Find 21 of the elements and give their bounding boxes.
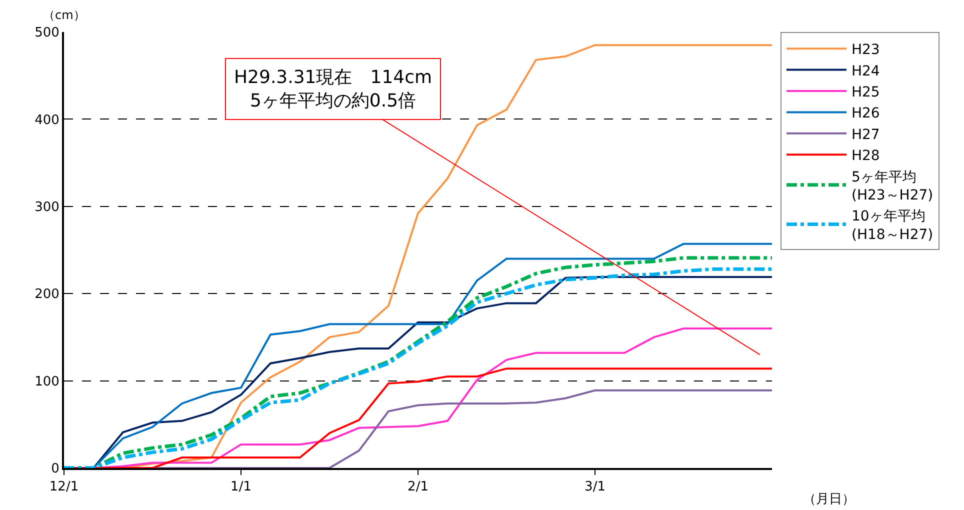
legend-label: H25 (851, 84, 880, 100)
y-tick-label: 0 (51, 462, 60, 477)
legend-label: H24 (851, 63, 880, 80)
legend-label: H27 (851, 126, 880, 143)
x-axis-title: （月日） (803, 492, 855, 507)
y-tick-label: 100 (34, 374, 60, 390)
annotation: H29.3.31現在 114cm 5ヶ年平均の約0.5倍 (234, 67, 432, 112)
x-tick-label: 2/1 (408, 480, 428, 495)
legend-label: H26 (851, 106, 880, 122)
y-axis-title: （cm） (43, 8, 86, 22)
legend-label: H28 (851, 148, 880, 164)
y-tick-label: 500 (34, 26, 60, 41)
legend-label: 10ヶ年平均 (H18～H27) (851, 208, 934, 243)
x-tick-label: 1/1 (230, 480, 252, 495)
y-tick-label: 400 (34, 112, 60, 128)
y-tick-label: 200 (34, 287, 60, 302)
x-tick-label: 12/1 (49, 480, 79, 495)
legend-label: H23 (851, 42, 880, 58)
legend-label: 5ヶ年平均 (H23～H27) (851, 169, 934, 204)
x-tick-label: 3/1 (584, 480, 606, 495)
y-tick-label: 300 (34, 200, 60, 215)
